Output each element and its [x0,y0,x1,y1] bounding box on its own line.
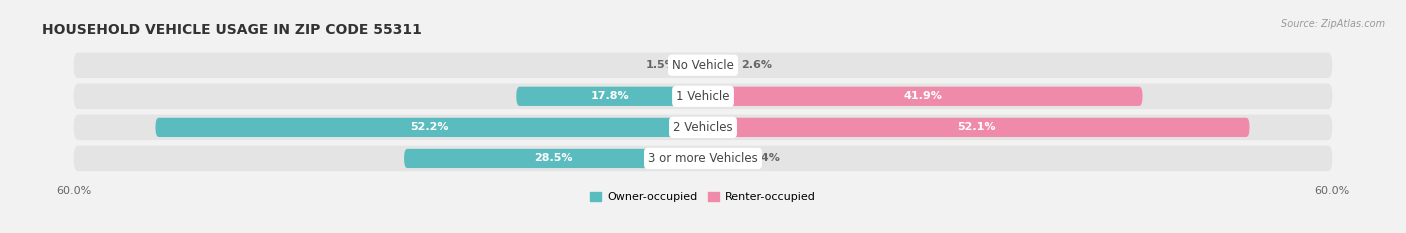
Text: Source: ZipAtlas.com: Source: ZipAtlas.com [1281,19,1385,29]
Text: HOUSEHOLD VEHICLE USAGE IN ZIP CODE 55311: HOUSEHOLD VEHICLE USAGE IN ZIP CODE 5531… [42,23,422,37]
FancyBboxPatch shape [703,56,730,75]
FancyBboxPatch shape [703,118,1250,137]
FancyBboxPatch shape [688,56,703,75]
FancyBboxPatch shape [73,52,1333,78]
FancyBboxPatch shape [73,146,1333,171]
FancyBboxPatch shape [703,87,1143,106]
Text: 41.9%: 41.9% [903,91,942,101]
FancyBboxPatch shape [73,115,1333,140]
FancyBboxPatch shape [516,87,703,106]
Text: 28.5%: 28.5% [534,154,572,163]
Text: 2 Vehicles: 2 Vehicles [673,121,733,134]
FancyBboxPatch shape [404,149,703,168]
Text: No Vehicle: No Vehicle [672,59,734,72]
Text: 52.2%: 52.2% [411,122,449,132]
Text: 3 or more Vehicles: 3 or more Vehicles [648,152,758,165]
Text: 17.8%: 17.8% [591,91,628,101]
Text: 52.1%: 52.1% [957,122,995,132]
FancyBboxPatch shape [73,84,1333,109]
Legend: Owner-occupied, Renter-occupied: Owner-occupied, Renter-occupied [586,188,820,207]
Text: 3.4%: 3.4% [749,154,780,163]
FancyBboxPatch shape [703,149,738,168]
Text: 1 Vehicle: 1 Vehicle [676,90,730,103]
Text: 2.6%: 2.6% [741,60,772,70]
Text: 1.5%: 1.5% [645,60,676,70]
FancyBboxPatch shape [156,118,703,137]
